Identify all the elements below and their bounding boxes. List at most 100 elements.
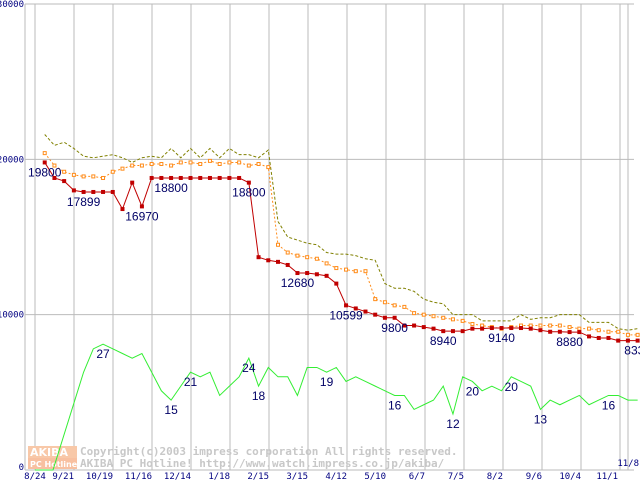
y-tick-label: 10000 [0,311,24,321]
data-point [450,329,455,334]
y-tick-label: 30000 [0,0,24,10]
data-point [528,326,533,331]
data-point [285,262,290,267]
data-point [52,175,57,180]
data-point [625,338,630,343]
data-point [227,175,232,180]
data-point [334,266,339,271]
x-tick-label: 11/16 [125,472,152,480]
data-point [159,175,164,180]
data-point [431,314,436,319]
series-line-average [44,152,638,336]
x-tick-label: 1/18 [208,472,230,480]
data-point [217,175,222,180]
data-point [460,318,465,323]
data-point [441,315,446,320]
data-point [596,335,601,340]
data-point [616,329,621,334]
data-point [382,315,387,320]
data-point [52,163,57,168]
data-label: 10599 [329,308,363,322]
data-point [71,172,76,177]
y-axis: 0 10000 20000 30000 [0,0,24,473]
data-point [130,163,135,168]
data-point [421,312,426,317]
data-point [635,338,640,343]
akiba-logo: AKIBA PC Hotline! [28,446,81,469]
data-point [334,281,339,286]
data-point [256,161,261,166]
data-point [441,329,446,334]
watermark: AKIBA PC Hotline! Copyright(c)2003 impre… [28,445,458,470]
data-point [470,321,475,326]
data-point [120,166,125,171]
data-label: 8330 [624,344,640,358]
data-point [382,300,387,305]
logo-top-bg [28,446,77,458]
data-label: 20 [505,380,519,394]
data-point [295,271,300,276]
data-point [266,165,271,170]
x-tick-label: 6/7 [409,472,425,480]
data-label: 18800 [154,181,188,195]
data-point [538,323,543,328]
data-point [344,303,349,308]
data-point [276,242,280,247]
data-point [305,255,310,260]
data-point [548,323,553,328]
data-point [421,325,426,330]
data-point [519,326,523,331]
data-point [587,326,592,331]
x-tick-label: 8/2 [487,472,503,480]
y-tick-label: 0 [19,463,24,473]
data-point [71,188,76,193]
logo-bottom-bg [28,458,77,469]
data-point [139,204,144,209]
x-tick-label: 10/4 [559,472,581,480]
data-label: 17899 [67,195,101,209]
data-point [198,161,203,166]
data-point [577,330,582,335]
data-label: 18 [252,389,266,403]
data-point [324,261,329,266]
x-tick-label: 2/15 [247,472,269,480]
data-point [101,189,106,194]
data-point [635,332,640,337]
data-label: 9140 [488,331,515,345]
x-tick-label: 11/8 [617,459,639,469]
data-label: 19800 [28,165,62,179]
data-point [81,174,86,179]
data-point [246,163,251,168]
data-point [91,174,96,179]
data-point [178,175,183,180]
data-point [596,328,601,333]
data-point [188,160,193,165]
data-point [373,297,378,302]
data-point [62,179,67,184]
x-axis: 8/24 9/21 10/19 11/16 12/14 1/18 2/15 3/15 4/12 5… [24,459,639,480]
data-point [353,269,358,274]
series-line-upper [44,134,638,331]
data-label: 18800 [232,186,266,200]
data-point [373,312,378,317]
data-point [276,259,280,264]
x-tick-label: 5/10 [364,472,386,480]
data-point [557,329,562,334]
data-point [207,175,212,180]
x-tick-label: 12/14 [164,472,191,480]
data-label: 13 [534,412,548,426]
data-label: 8940 [430,334,457,348]
data-label: 20 [466,384,480,398]
data-point [110,189,115,194]
data-point [412,311,417,316]
data-point [169,175,174,180]
data-point [198,175,203,180]
data-point [42,151,47,156]
data-point [305,271,310,276]
data-point [266,258,271,263]
data-point [246,180,251,185]
data-point [353,306,358,311]
data-point [110,169,115,174]
data-point [567,325,572,330]
